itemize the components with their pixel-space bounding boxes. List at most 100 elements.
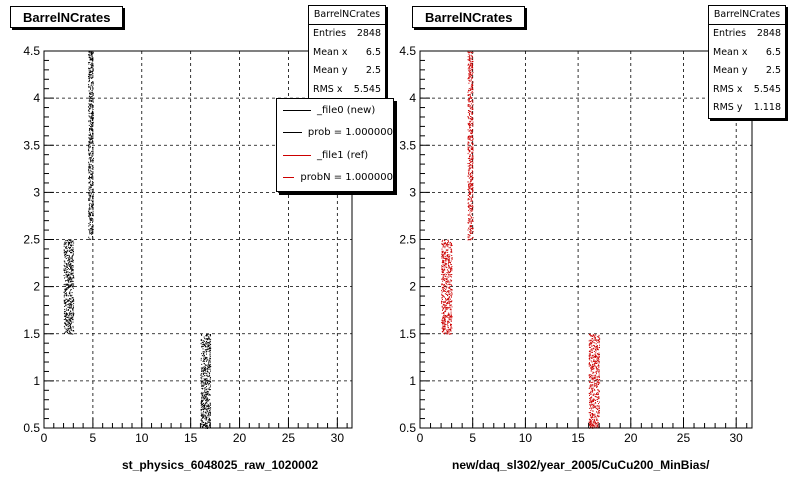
scatter-point	[470, 72, 472, 74]
scatter-point	[205, 425, 207, 427]
scatter-point	[471, 83, 473, 85]
scatter-point	[468, 113, 470, 115]
scatter-point	[470, 89, 472, 91]
scatter-point	[598, 373, 600, 375]
scatter-point	[90, 189, 92, 191]
scatter-point	[468, 206, 470, 208]
scatter-point	[92, 122, 94, 124]
scatter-point	[68, 306, 70, 308]
scatter-point	[470, 216, 472, 218]
scatter-point	[469, 138, 471, 140]
scatter-point	[468, 218, 470, 219]
x-tick-label: 30	[331, 431, 345, 445]
scatter-point	[92, 183, 94, 185]
scatter-point	[593, 399, 595, 401]
scatter-point	[445, 259, 447, 261]
scatter-point	[469, 174, 471, 176]
scatter-point	[69, 259, 71, 261]
scatter-point	[469, 94, 471, 96]
scatter-point	[71, 242, 73, 244]
scatter-point	[88, 181, 90, 183]
scatter-point	[65, 320, 67, 322]
x-tick-label: 15	[184, 431, 198, 445]
scatter-point	[91, 98, 93, 100]
scatter-point	[208, 342, 210, 344]
scatter-point	[208, 342, 210, 344]
scatter-point	[89, 206, 91, 208]
scatter-point	[588, 355, 590, 357]
scatter-point	[467, 189, 469, 190]
scatter-point	[447, 331, 449, 333]
scatter-point	[450, 329, 452, 330]
scatter-point	[449, 269, 451, 271]
scatter-point	[206, 338, 208, 340]
scatter-point	[446, 278, 448, 280]
scatter-point	[470, 140, 472, 142]
scatter-point	[472, 237, 473, 239]
y-tick-label: 3	[409, 185, 416, 199]
scatter-point	[595, 363, 597, 364]
scatter-point	[447, 297, 449, 299]
scatter-point	[588, 421, 590, 423]
scatter-point	[444, 305, 446, 307]
scatter-point	[593, 424, 595, 426]
scatter-point	[206, 416, 208, 418]
scatter-point	[91, 100, 93, 102]
scatter-point	[71, 278, 73, 280]
scatter-point	[442, 304, 444, 306]
scatter-point	[203, 408, 205, 410]
scatter-point	[442, 318, 444, 320]
scatter-point	[451, 317, 453, 319]
scatter-point	[590, 402, 592, 404]
scatter-point	[63, 284, 65, 286]
scatter-point	[469, 129, 471, 131]
scatter-point	[89, 138, 91, 140]
stats-value: 6.5	[365, 46, 381, 58]
scatter-point	[467, 165, 469, 167]
scatter-point	[202, 381, 203, 383]
scatter-point	[449, 315, 450, 317]
scatter-point	[91, 112, 93, 114]
scatter-point	[92, 65, 94, 67]
scatter-point	[593, 384, 595, 386]
scatter-point	[89, 128, 90, 130]
scatter-point	[205, 384, 207, 386]
scatter-point	[92, 191, 94, 193]
scatter-point	[72, 309, 74, 311]
scatter-point	[89, 202, 91, 204]
scatter-point	[209, 351, 211, 353]
scatter-point	[91, 67, 93, 69]
scatter-point	[449, 272, 450, 274]
scatter-point	[203, 397, 205, 398]
scatter-point	[92, 215, 93, 217]
scatter-point	[88, 146, 90, 148]
scatter-point	[70, 327, 72, 329]
scatter-point	[472, 72, 474, 74]
scatter-point	[90, 100, 92, 102]
scatter-point	[472, 149, 474, 151]
scatter-point	[207, 404, 209, 406]
scatter-point	[447, 255, 449, 257]
scatter-point	[90, 106, 92, 108]
scatter-point	[66, 313, 67, 315]
scatter-point	[444, 273, 446, 275]
scatter-point	[444, 290, 446, 292]
panel-2-stats-box: BarrelNCrates Entries 2848 Mean x 6.5 Mean…	[708, 5, 786, 119]
scatter-point	[88, 177, 90, 179]
scatter-point	[90, 64, 92, 66]
scatter-point	[204, 395, 205, 397]
scatter-point	[208, 348, 210, 349]
scatter-point	[89, 134, 90, 136]
scatter-point	[70, 319, 72, 321]
scatter-point	[591, 345, 593, 347]
scatter-point	[92, 233, 93, 235]
scatter-point	[64, 332, 65, 334]
scatter-point	[89, 164, 91, 166]
scatter-point	[471, 206, 473, 208]
y-tick-label: 4.5	[23, 44, 40, 58]
scatter-point	[592, 389, 594, 391]
scatter-point	[471, 198, 473, 200]
scatter-point	[469, 165, 470, 167]
scatter-point	[467, 214, 469, 216]
scatter-point	[469, 225, 471, 227]
